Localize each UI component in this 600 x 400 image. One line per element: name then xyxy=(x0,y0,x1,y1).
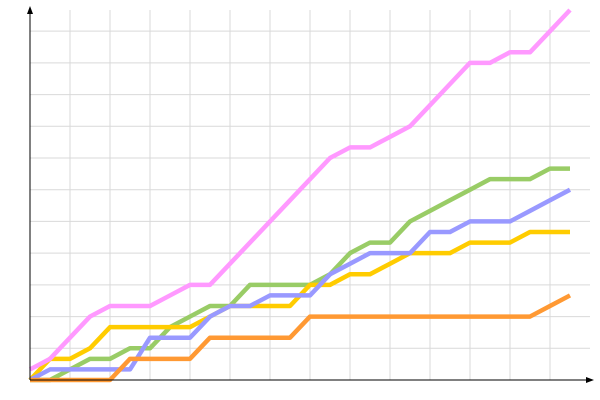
y-axis-arrow-icon xyxy=(27,6,33,14)
series-line-5 xyxy=(28,8,572,372)
axes xyxy=(27,6,594,383)
x-axis-arrow-icon xyxy=(586,377,594,383)
series-line-4 xyxy=(30,293,572,383)
series-line-1 xyxy=(30,166,570,383)
series-group xyxy=(28,8,572,383)
grid xyxy=(30,10,590,380)
